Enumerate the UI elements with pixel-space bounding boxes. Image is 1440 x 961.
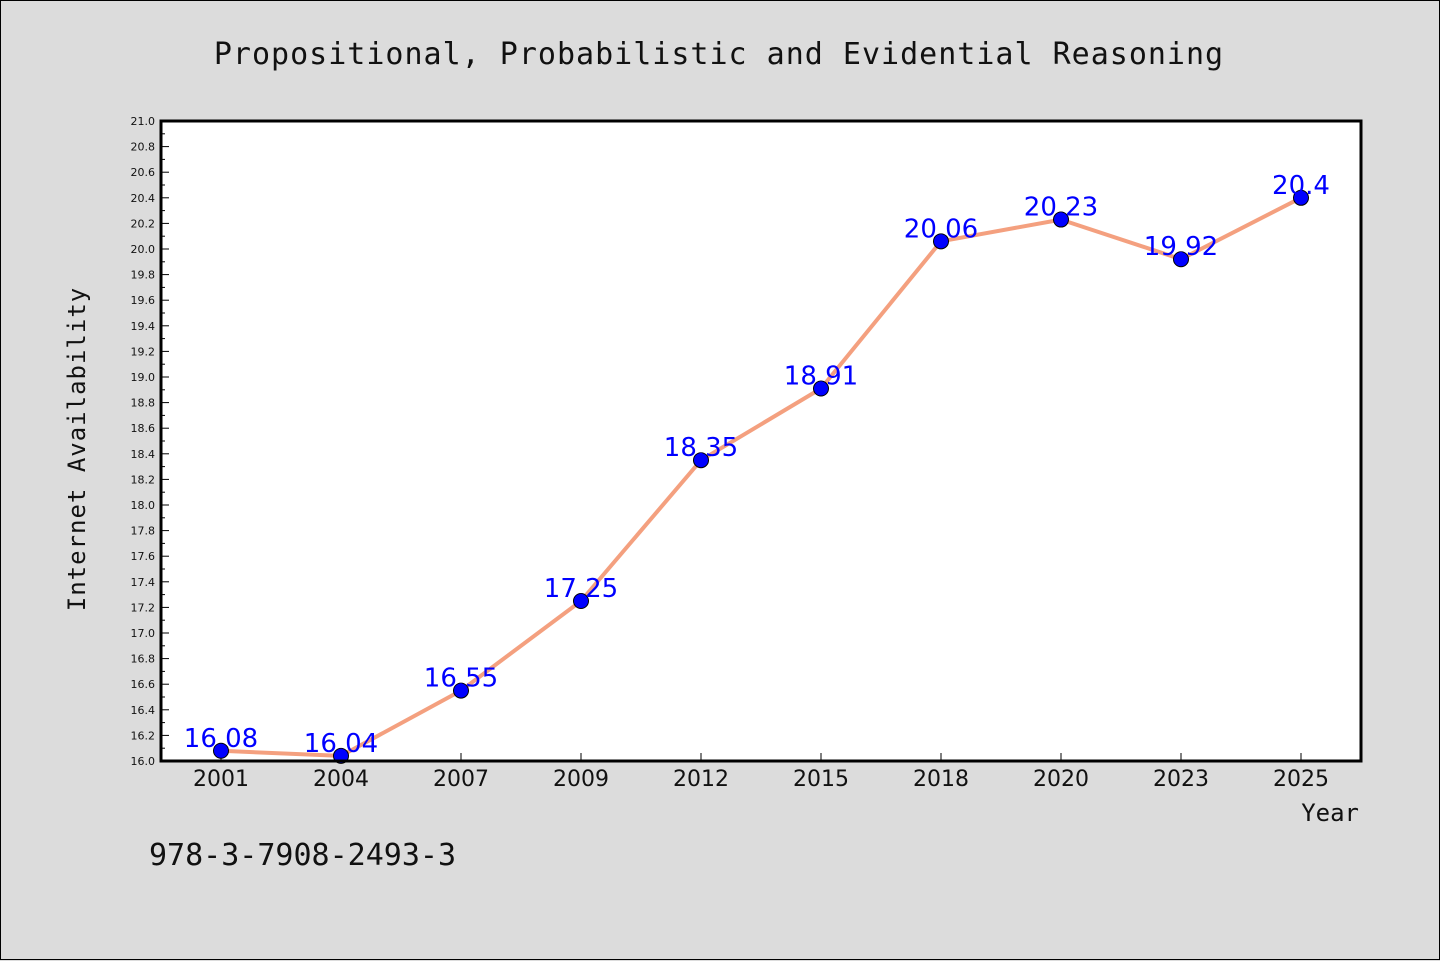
y-tick-label: 16.8 (131, 653, 156, 666)
data-point (1173, 251, 1189, 268)
y-tick-label: 16.2 (131, 729, 156, 742)
y-tick-label: 20.2 (131, 217, 156, 230)
x-tick-label: 2009 (553, 767, 609, 792)
x-tick-label: 2015 (793, 767, 849, 792)
data-point (1293, 189, 1309, 206)
chart-title: Propositional, Probabilistic and Evident… (214, 37, 1224, 72)
y-axis-label: Internet Availability (63, 287, 91, 611)
data-label: 18.35 (664, 433, 738, 463)
y-axis-ticks: 16.0 16.2 16.4 16.6 16.8 17.0 17.2 17.4 17.6 17.8… (131, 115, 169, 768)
data-label: 16.08 (184, 724, 258, 754)
y-tick-label: 16.6 (131, 678, 156, 691)
data-label: 20.4 (1272, 171, 1330, 201)
x-tick-label: 2012 (673, 767, 729, 792)
data-label: 20.23 (1024, 193, 1098, 223)
y-tick-label: 19.0 (131, 371, 156, 384)
y-tick-label: 17.4 (131, 576, 156, 589)
data-label: 16.55 (424, 664, 498, 694)
data-point (453, 682, 469, 699)
data-label: 18.91 (784, 362, 858, 392)
x-axis-label: Year (1301, 799, 1359, 827)
data-point (213, 742, 229, 759)
data-label-layer: 16.08 16.04 16.55 17.25 18.35 18.91 20.06 20.23… (184, 171, 1330, 759)
data-label: 16.04 (304, 729, 378, 759)
y-tick-label: 17.6 (131, 550, 156, 563)
y-tick-label: 17.2 (131, 601, 156, 614)
y-tick-label: 18.8 (131, 397, 156, 410)
data-label: 20.06 (904, 214, 978, 244)
x-tick-label: 2020 (1033, 767, 1089, 792)
y-tick-label: 16.4 (131, 704, 156, 717)
y-tick-label: 19.4 (131, 320, 156, 333)
y-tick-label: 19.6 (131, 294, 156, 307)
data-label: 17.25 (544, 574, 618, 604)
data-point (813, 380, 829, 397)
y-tick-label: 19.2 (131, 345, 156, 358)
y-tick-label: 16.0 (131, 755, 156, 768)
y-tick-label: 17.8 (131, 525, 156, 538)
data-point (693, 452, 709, 469)
y-tick-label: 18.0 (131, 499, 156, 512)
y-tick-label: 18.6 (131, 422, 156, 435)
data-point (1053, 211, 1069, 228)
isbn-footer: 978-3-7908-2493-3 (149, 838, 456, 873)
series-line (219, 195, 1303, 758)
y-tick-label: 21.0 (131, 115, 156, 128)
x-tick-label: 2018 (913, 767, 969, 792)
x-tick-label: 2007 (433, 767, 489, 792)
y-tick-label: 17.0 (131, 627, 156, 640)
x-tick-label: 2004 (313, 767, 369, 792)
y-tick-label: 18.4 (131, 448, 156, 461)
data-point (933, 233, 949, 250)
plot-border (159, 119, 1363, 763)
y-tick-label: 18.2 (131, 473, 156, 486)
y-tick-label: 20.8 (131, 141, 156, 154)
plot-area (161, 121, 1361, 761)
y-tick-label: 20.6 (131, 166, 156, 179)
y-tick-label: 20.4 (131, 192, 156, 205)
y-tick-label: 20.0 (131, 243, 156, 256)
x-tick-label: 2001 (193, 767, 249, 792)
x-tick-label: 2023 (1153, 767, 1209, 792)
series-layer (213, 189, 1309, 764)
x-axis-ticks: 2001 2004 2007 2009 2012 2015 2018 2020 2023 2025 (193, 753, 1329, 792)
x-tick-label: 2025 (1273, 767, 1329, 792)
data-point (573, 593, 589, 609)
data-label: 19.92 (1144, 232, 1218, 262)
y-tick-label: 19.8 (131, 269, 156, 282)
